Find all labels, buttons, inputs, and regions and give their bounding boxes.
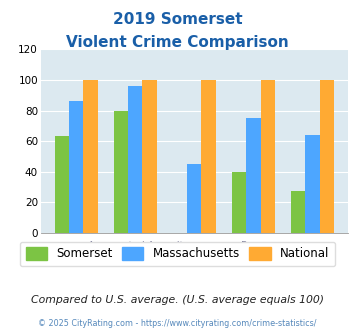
Text: Robbery: Robbery: [292, 256, 333, 266]
Text: © 2025 CityRating.com - https://www.cityrating.com/crime-statistics/: © 2025 CityRating.com - https://www.city…: [38, 319, 317, 328]
Bar: [232, 172, 246, 233]
Bar: [128, 86, 142, 233]
Text: 2019 Somerset: 2019 Somerset: [113, 12, 242, 26]
Legend: Somerset, Massachusetts, National: Somerset, Massachusetts, National: [20, 242, 335, 266]
Text: Rape: Rape: [241, 241, 266, 251]
Bar: [83, 80, 98, 233]
Bar: [261, 80, 275, 233]
Bar: [69, 101, 83, 233]
Text: Murder & Mans...: Murder & Mans...: [153, 256, 236, 266]
Text: Violent Crime Comparison: Violent Crime Comparison: [66, 35, 289, 50]
Bar: [305, 135, 320, 233]
Bar: [320, 80, 334, 233]
Text: All Violent Crime: All Violent Crime: [36, 256, 117, 266]
Bar: [291, 191, 305, 233]
Bar: [187, 164, 201, 233]
Text: Aggravated Assault: Aggravated Assault: [88, 241, 183, 251]
Bar: [201, 80, 215, 233]
Bar: [55, 137, 69, 233]
Bar: [246, 118, 261, 233]
Bar: [142, 80, 157, 233]
Bar: [114, 111, 128, 233]
Text: Compared to U.S. average. (U.S. average equals 100): Compared to U.S. average. (U.S. average …: [31, 295, 324, 305]
